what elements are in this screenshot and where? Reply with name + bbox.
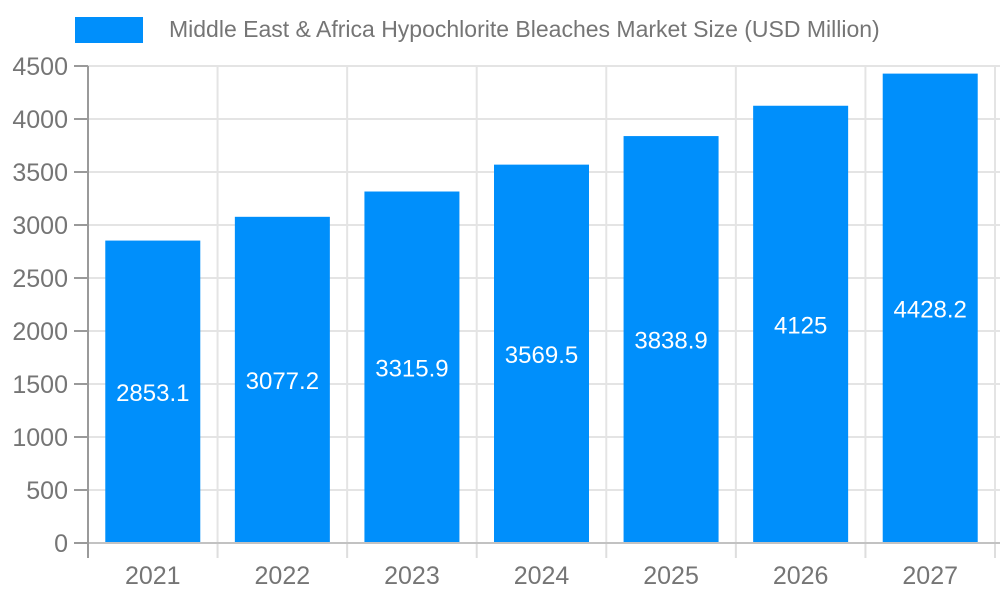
x-axis-label: 2027 bbox=[902, 562, 958, 590]
y-axis-label: 3000 bbox=[12, 212, 68, 240]
bar-2023 bbox=[364, 191, 460, 544]
x-axis-label: 2024 bbox=[514, 562, 570, 590]
bar-2024 bbox=[494, 164, 589, 543]
y-axis-label: 4500 bbox=[12, 53, 68, 81]
y-axis-label: 2000 bbox=[12, 318, 68, 346]
bar-2022 bbox=[234, 216, 330, 543]
bar-value-label: 2853.1 bbox=[116, 380, 189, 407]
x-axis-label: 2025 bbox=[643, 562, 699, 590]
legend-title: Middle East & Africa Hypochlorite Bleach… bbox=[169, 16, 880, 42]
legend[interactable]: Middle East & Africa Hypochlorite Bleach… bbox=[75, 16, 880, 43]
y-axis-label: 3500 bbox=[12, 159, 68, 187]
x-axis-label: 2021 bbox=[125, 562, 181, 590]
bar-2026 bbox=[753, 105, 849, 543]
y-axis-label: 1000 bbox=[12, 424, 68, 452]
y-axis-label: 1500 bbox=[12, 371, 68, 399]
x-axis-label: 2022 bbox=[255, 562, 311, 590]
bar-value-label: 3077.2 bbox=[246, 368, 319, 395]
y-axis-label: 500 bbox=[26, 477, 68, 505]
y-axis-label: 0 bbox=[54, 530, 68, 558]
bar-2027 bbox=[882, 73, 978, 543]
y-axis-label: 2500 bbox=[12, 265, 68, 293]
y-axis-label: 4000 bbox=[12, 106, 68, 134]
bar-2025 bbox=[623, 136, 719, 543]
x-axis-label: 2026 bbox=[773, 562, 829, 590]
bar-2021 bbox=[105, 240, 201, 543]
bar-value-label: 4125 bbox=[774, 312, 827, 339]
bar-value-label: 4428.2 bbox=[894, 296, 967, 323]
bar-value-label: 3315.9 bbox=[375, 355, 448, 382]
bar-value-label: 3838.9 bbox=[634, 328, 707, 355]
legend-swatch bbox=[75, 16, 143, 43]
bar-value-label: 3569.5 bbox=[505, 342, 578, 369]
x-axis-label: 2023 bbox=[384, 562, 440, 590]
